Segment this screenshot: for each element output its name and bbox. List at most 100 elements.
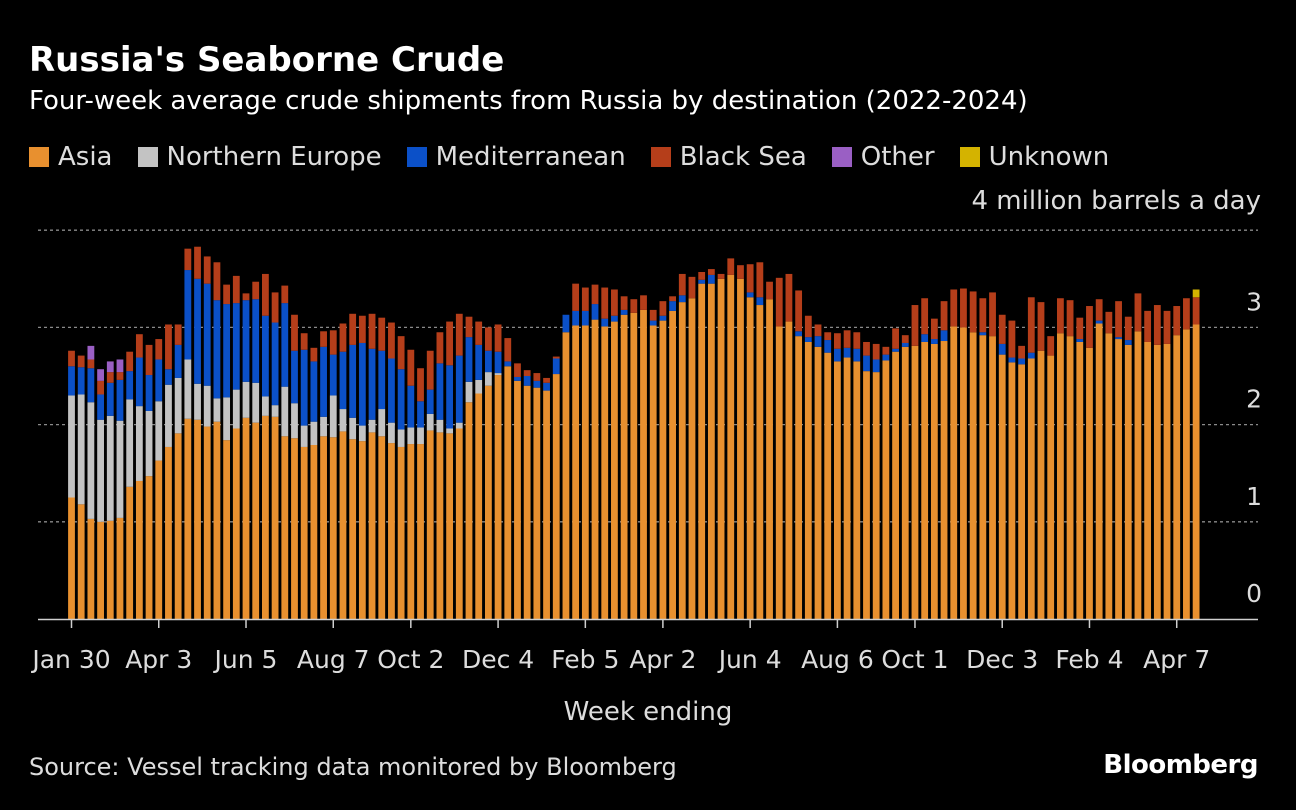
bar-black-sea-44	[494, 324, 502, 352]
bar-black-sea-74	[785, 273, 793, 322]
bar-asia-68	[727, 274, 735, 619]
bar-black-sea-1	[77, 355, 85, 368]
bar-mediterranean-96	[998, 343, 1006, 355]
bar-black-sea-49	[543, 377, 550, 383]
bar-black-sea-97	[1008, 320, 1016, 358]
bar-black-sea-22	[281, 285, 289, 304]
bar-mediterranean-22	[281, 303, 289, 387]
bar-mediterranean-50	[552, 358, 560, 375]
bar-mediterranean-33	[388, 358, 395, 423]
bar-mediterranean-28	[339, 351, 347, 410]
bar-mediterranean-85	[892, 348, 899, 352]
bar-asia-88	[921, 341, 929, 619]
bar-asia-1	[77, 504, 85, 619]
x-tick-label-apr-3: Apr 3	[125, 645, 192, 674]
bar-mediterranean-43	[484, 350, 492, 373]
bar-asia-32	[378, 436, 386, 619]
bar-mediterranean-16	[223, 304, 231, 398]
x-tick-label-jan-30: Jan 30	[30, 645, 110, 674]
bar-mediterranean-10	[165, 369, 172, 385]
bar-mediterranean-25	[310, 361, 318, 422]
bar-asia-67	[717, 278, 725, 619]
bar-northern-europe-28	[339, 409, 347, 432]
bar-mediterranean-46	[514, 376, 521, 381]
x-tick-label-feb-4: Feb 4	[1055, 645, 1123, 674]
bar-black-sea-103	[1066, 300, 1074, 337]
bar-asia-4	[106, 520, 114, 619]
bar-mediterranean-44	[494, 351, 502, 374]
bar-black-sea-6	[126, 351, 134, 372]
bar-black-sea-106	[1095, 299, 1103, 321]
bar-other-2	[87, 345, 95, 360]
bar-asia-80	[843, 357, 851, 619]
legend-swatch-asia	[29, 147, 49, 167]
bar-black-sea-63	[678, 273, 686, 296]
bar-northern-europe-9	[155, 401, 163, 461]
bar-black-sea-50	[552, 356, 560, 359]
bar-asia-8	[145, 476, 153, 619]
bar-black-sea-64	[688, 276, 696, 299]
bar-mediterranean-8	[145, 375, 153, 411]
bar-asia-57	[620, 314, 628, 619]
bar-asia-6	[126, 486, 134, 619]
bar-asia-2	[87, 518, 95, 619]
bar-black-sea-52	[572, 283, 580, 311]
bar-asia-74	[785, 321, 793, 619]
y-tick-label-3: 3	[1246, 287, 1262, 316]
bar-mediterranean-79	[834, 348, 841, 362]
y-unit-label: 4 million barrels a day	[971, 186, 1261, 216]
bar-asia-47	[523, 385, 531, 619]
bar-black-sea-61	[659, 301, 667, 316]
brand-logo: Bloomberg	[1103, 750, 1258, 780]
bar-northern-europe-44	[494, 373, 502, 376]
bar-asia-22	[281, 436, 289, 619]
bar-black-sea-0	[68, 350, 75, 367]
chart-title: Russia's Seaborne Crude	[29, 40, 505, 80]
bar-black-sea-13	[194, 246, 201, 279]
bar-northern-europe-26	[320, 416, 327, 437]
bar-northern-europe-30	[358, 425, 366, 442]
bar-black-sea-21	[271, 292, 279, 323]
x-tick-label-dec-4: Dec 4	[462, 645, 534, 674]
bar-black-sea-43	[484, 327, 492, 351]
bar-asia-95	[989, 336, 996, 619]
x-tick-label-aug-7: Aug 7	[297, 645, 370, 674]
bar-black-sea-53	[581, 287, 589, 311]
bar-asia-99	[1027, 358, 1035, 619]
y-tick-label-2: 2	[1246, 385, 1262, 414]
bar-northern-europe-3	[97, 419, 104, 522]
bar-northern-europe-29	[349, 417, 357, 440]
bar-asia-107	[1105, 333, 1113, 619]
bar-asia-94	[979, 335, 987, 619]
bar-asia-14	[203, 426, 211, 619]
bar-black-sea-14	[203, 256, 211, 284]
bar-mediterranean-60	[649, 320, 657, 326]
bar-mediterranean-63	[678, 295, 686, 303]
bar-asia-85	[892, 351, 899, 619]
bar-asia-37	[426, 430, 434, 619]
bar-mediterranean-0	[68, 366, 75, 396]
bar-mediterranean-35	[407, 385, 415, 428]
bar-northern-europe-11	[174, 377, 182, 434]
bar-asia-71	[756, 305, 764, 619]
bar-asia-86	[901, 346, 909, 619]
bar-asia-50	[552, 374, 560, 619]
bar-asia-66	[707, 283, 715, 619]
bar-asia-33	[388, 443, 395, 619]
legend-swatch-mediterranean	[406, 147, 427, 167]
bar-black-sea-68	[727, 258, 735, 275]
bar-other-4	[106, 361, 114, 373]
bar-mediterranean-97	[1008, 357, 1016, 363]
bar-black-sea-25	[310, 347, 318, 362]
bar-mediterranean-62	[669, 301, 676, 311]
bar-black-sea-92	[960, 288, 967, 328]
bar-asia-31	[368, 432, 376, 619]
bar-mediterranean-108	[1115, 337, 1122, 340]
bar-northern-europe-39	[446, 428, 454, 434]
bar-asia-26	[320, 436, 327, 619]
bar-asia-84	[882, 360, 890, 619]
legend-label-unknown: Unknown	[988, 142, 1110, 172]
bar-asia-100	[1037, 350, 1045, 619]
bar-asia-44	[494, 375, 502, 619]
